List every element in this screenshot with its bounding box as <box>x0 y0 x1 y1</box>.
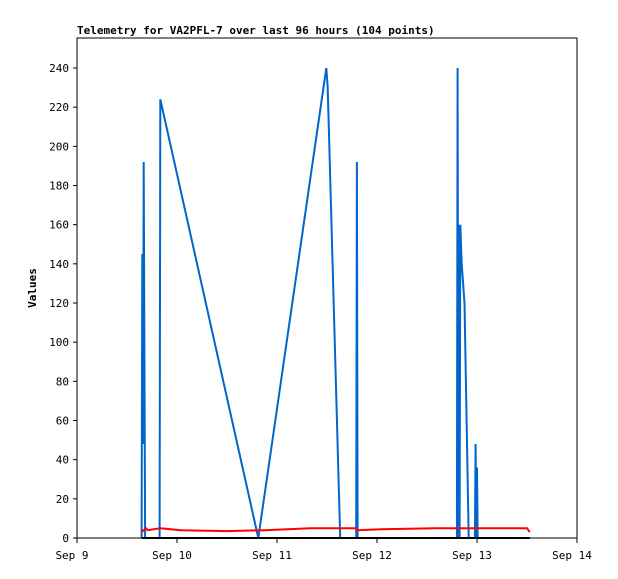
x-tick-label: Sep 13 <box>452 549 492 562</box>
y-tick-label: 240 <box>49 62 69 75</box>
x-tick-label: Sep 14 <box>552 549 592 562</box>
y-tick-label: 60 <box>56 415 69 428</box>
y-tick-label: 200 <box>49 140 69 153</box>
y-tick-label: 100 <box>49 336 69 349</box>
y-tick-label: 80 <box>56 375 69 388</box>
series-line-1 <box>140 526 531 533</box>
chart-title: Telemetry for VA2PFL-7 over last 96 hour… <box>77 24 435 37</box>
y-tick-label: 160 <box>49 219 69 232</box>
y-tick-label: 20 <box>56 493 69 506</box>
y-axis-label: Values <box>26 268 39 308</box>
y-tick-label: 220 <box>49 101 69 114</box>
y-tick-label: 180 <box>49 180 69 193</box>
plot-frame <box>76 37 578 539</box>
series-line-0 <box>140 67 479 539</box>
x-tick-label: Sep 10 <box>152 549 192 562</box>
y-tick-label: 0 <box>62 532 69 545</box>
x-tick-label: Sep 9 <box>55 549 88 562</box>
y-tick-label: 140 <box>49 258 69 271</box>
x-tick-label: Sep 11 <box>252 549 292 562</box>
y-tick-label: 40 <box>56 454 69 467</box>
y-tick-label: 120 <box>49 297 69 310</box>
x-tick-label: Sep 12 <box>352 549 392 562</box>
